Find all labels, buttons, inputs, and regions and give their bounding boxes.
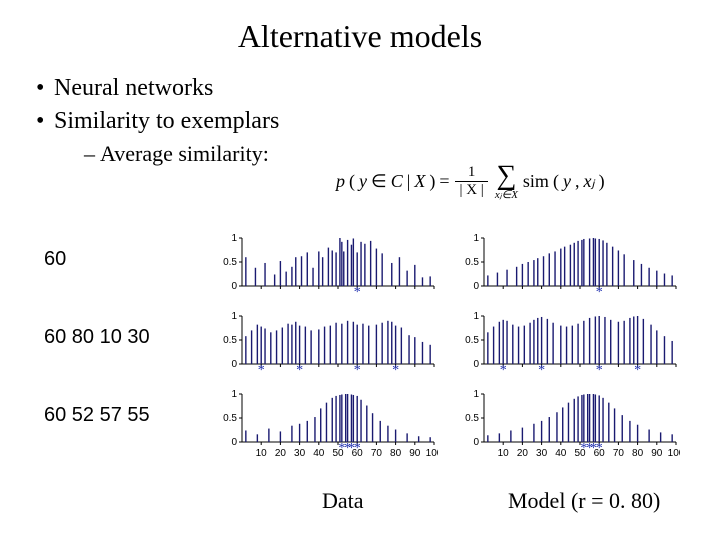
svg-text:20: 20 bbox=[275, 448, 287, 459]
svg-text:100: 100 bbox=[668, 448, 680, 459]
star-marker-icon: * bbox=[596, 285, 603, 300]
dash-icon: – bbox=[84, 141, 100, 167]
slide-title: Alternative models bbox=[0, 0, 720, 55]
eq-X: X bbox=[414, 171, 425, 192]
eq-eq: = bbox=[439, 171, 449, 192]
svg-text:10: 10 bbox=[256, 448, 268, 459]
chart-data-row1: 0 0.5 1 * bbox=[214, 232, 438, 304]
chart-data-row3: 00.51102030405060708090100**** bbox=[214, 388, 438, 474]
column-label-data: Data bbox=[322, 488, 364, 514]
star-marker-icon: * bbox=[354, 441, 361, 456]
svg-text:1: 1 bbox=[231, 233, 237, 244]
column-label-model: Model (r = 0. 80) bbox=[508, 488, 660, 514]
svg-text:0.5: 0.5 bbox=[465, 335, 479, 346]
eq-sim-xj: xⱼ bbox=[583, 171, 594, 192]
svg-text:100: 100 bbox=[426, 448, 438, 459]
svg-text:0: 0 bbox=[231, 437, 237, 448]
svg-text:40: 40 bbox=[313, 448, 325, 459]
svg-text:1: 1 bbox=[231, 311, 237, 322]
svg-text:30: 30 bbox=[536, 448, 548, 459]
sigma-icon: ∑ bbox=[496, 162, 516, 190]
star-marker-icon: * bbox=[296, 363, 303, 378]
svg-text:0.5: 0.5 bbox=[465, 413, 479, 424]
row-label-3: 60 52 57 55 bbox=[44, 404, 150, 427]
svg-text:1: 1 bbox=[231, 389, 237, 400]
star-marker-icon: * bbox=[596, 363, 603, 378]
star-marker-icon: * bbox=[634, 363, 641, 378]
svg-text:0: 0 bbox=[473, 359, 479, 370]
svg-text:40: 40 bbox=[555, 448, 567, 459]
eq-bar: | bbox=[407, 171, 411, 192]
svg-text:0.5: 0.5 bbox=[223, 413, 237, 424]
eq-sim-close: ) bbox=[599, 171, 605, 192]
svg-text:1: 1 bbox=[473, 311, 479, 322]
star-marker-icon: * bbox=[538, 363, 545, 378]
eq-sim: sim bbox=[523, 171, 549, 192]
bullet-2: •Similarity to exemplars bbox=[36, 108, 720, 135]
eq-in: ∈ bbox=[371, 171, 387, 192]
svg-text:30: 30 bbox=[294, 448, 306, 459]
svg-text:0.5: 0.5 bbox=[223, 257, 237, 268]
bullet-2-text: Similarity to exemplars bbox=[54, 108, 279, 134]
eq-open: ( bbox=[349, 171, 355, 192]
row-label-1: 60 bbox=[44, 248, 66, 271]
svg-text:0: 0 bbox=[231, 359, 237, 370]
svg-text:80: 80 bbox=[632, 448, 644, 459]
bullet-icon: • bbox=[36, 75, 54, 102]
svg-text:1: 1 bbox=[473, 233, 479, 244]
chart-svg: 0 0.5 1 * bbox=[214, 232, 438, 304]
row-label-2: 60 80 10 30 bbox=[44, 326, 150, 349]
svg-text:0: 0 bbox=[473, 437, 479, 448]
svg-text:80: 80 bbox=[390, 448, 402, 459]
chart-svg: 0 0.5 1 * * * * bbox=[456, 310, 680, 382]
svg-text:1: 1 bbox=[473, 389, 479, 400]
chart-model-row1: 0 0.5 1 * bbox=[456, 232, 680, 304]
chart-model-row3: 00.51102030405060708090100**** bbox=[456, 388, 680, 474]
eq-C: C bbox=[391, 171, 403, 192]
eq-sim-y: y bbox=[563, 171, 571, 192]
bullet-icon: • bbox=[36, 108, 54, 135]
bullet-1: •Neural networks bbox=[36, 75, 720, 102]
chart-model-row2: 0 0.5 1 * * * * bbox=[456, 310, 680, 382]
svg-text:70: 70 bbox=[371, 448, 383, 459]
svg-text:0.5: 0.5 bbox=[223, 335, 237, 346]
bullet-1-text: Neural networks bbox=[54, 75, 213, 101]
eq-sigma-wrap: ∑ xⱼ∈X bbox=[495, 162, 518, 201]
chart-svg: 0 0.5 1 * bbox=[456, 232, 680, 304]
star-marker-icon: * bbox=[354, 285, 361, 300]
chart-svg: 00.51102030405060708090100**** bbox=[456, 388, 680, 474]
svg-text:0: 0 bbox=[473, 281, 479, 292]
chart-grid: 0 0.5 1 * 0 0.5 1 * 0 0.5 1 * * * * 0 0.5 1 * * * * 0 0.5 1 1… bbox=[214, 232, 680, 474]
chart-data-row2: 0 0.5 1 * * * * bbox=[214, 310, 438, 382]
svg-text:0.5: 0.5 bbox=[465, 257, 479, 268]
svg-text:20: 20 bbox=[517, 448, 529, 459]
star-marker-icon: * bbox=[392, 363, 399, 378]
chart-svg: 0 0.5 1 * * * * bbox=[214, 310, 438, 382]
eq-sigma-sub: xⱼ∈X bbox=[495, 190, 518, 201]
svg-text:90: 90 bbox=[409, 448, 421, 459]
sub-bullet-1-text: Average similarity: bbox=[100, 141, 269, 166]
star-marker-icon: * bbox=[500, 363, 507, 378]
bullet-list: •Neural networks •Similarity to exemplar… bbox=[36, 75, 720, 167]
star-marker-icon: * bbox=[354, 363, 361, 378]
star-marker-icon: * bbox=[258, 363, 265, 378]
svg-text:90: 90 bbox=[651, 448, 663, 459]
eq-sim-open: ( bbox=[553, 171, 559, 192]
chart-svg: 00.51102030405060708090100**** bbox=[214, 388, 438, 474]
svg-text:0: 0 bbox=[231, 281, 237, 292]
eq-fraction: 1 | X | bbox=[455, 165, 487, 198]
equation: p ( y ∈ C | X ) = 1 | X | ∑ xⱼ∈X sim ( y… bbox=[336, 162, 605, 201]
star-marker-icon: * bbox=[596, 441, 603, 456]
eq-sim-comma: , bbox=[575, 171, 580, 192]
svg-text:10: 10 bbox=[498, 448, 510, 459]
eq-p: p bbox=[336, 171, 345, 192]
eq-close: ) bbox=[429, 171, 435, 192]
eq-y: y bbox=[359, 171, 367, 192]
eq-frac-den: | X | bbox=[455, 181, 487, 198]
svg-text:70: 70 bbox=[613, 448, 625, 459]
eq-frac-num: 1 bbox=[468, 165, 476, 181]
